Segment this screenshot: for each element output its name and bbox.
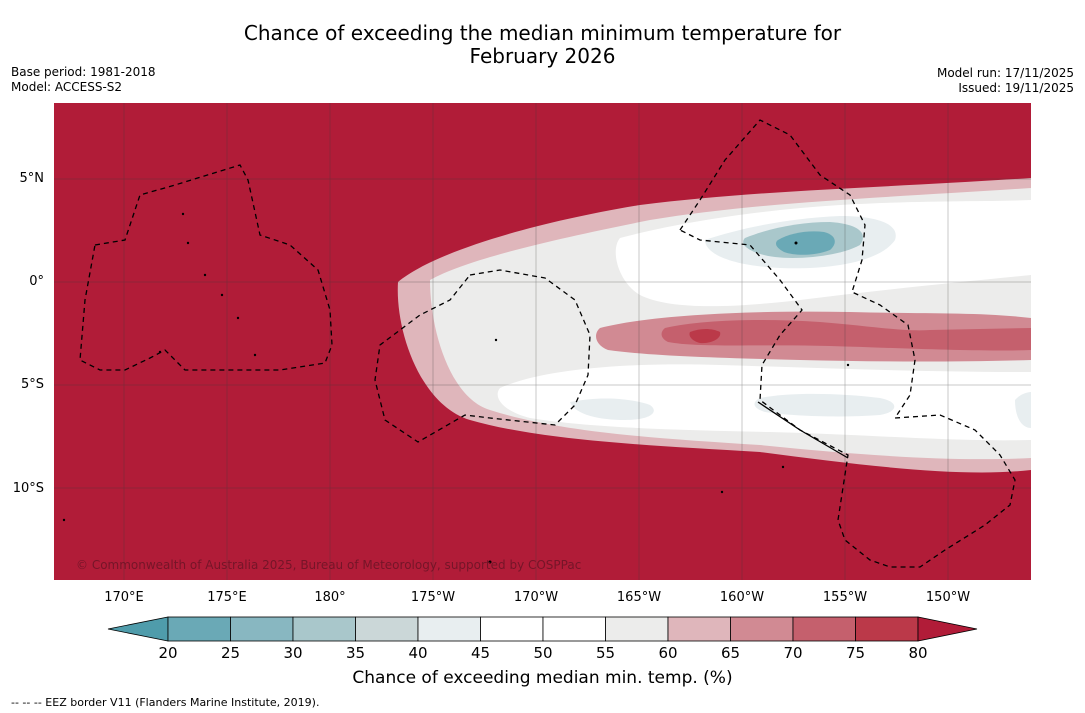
issued-date: Issued: 19/11/2025 xyxy=(958,81,1074,95)
base-period: Base period: 1981-2018 xyxy=(11,65,156,79)
meta-right: Model run: 17/11/2025 Issued: 19/11/2025 xyxy=(937,66,1074,96)
colorbar-segment xyxy=(355,616,419,642)
island-dot xyxy=(220,293,224,297)
model-run: Model run: 17/11/2025 xyxy=(936,66,1074,80)
colorbar-tick-50: 50 xyxy=(533,644,553,662)
island-dot xyxy=(186,241,190,245)
lon-label-175w: 175°W xyxy=(410,590,456,605)
contour-40-far-east xyxy=(1015,392,1031,428)
contour-40-south xyxy=(570,398,654,420)
lat-label-10s: 10°S xyxy=(12,481,44,496)
colorbar-tick-70: 70 xyxy=(783,644,803,662)
lon-label-155w: 155°W xyxy=(822,590,868,605)
lat-label-5n: 5°N xyxy=(19,171,45,186)
colorbar-tick-45: 45 xyxy=(470,644,491,662)
colorbar-extend-low xyxy=(107,616,169,642)
lat-label-0: 0° xyxy=(29,274,44,289)
lon-label-150w: 150°W xyxy=(925,590,971,605)
colorbar-tick-80: 80 xyxy=(908,644,928,662)
lon-label-160w: 160°W xyxy=(719,590,765,605)
islands xyxy=(62,212,850,564)
eez-border-tuvalu xyxy=(79,164,333,371)
island-dot xyxy=(203,273,207,277)
colorbar-segment xyxy=(480,616,544,642)
island-dot xyxy=(488,560,492,564)
island-dot xyxy=(720,490,724,494)
eez-border-tokelau xyxy=(374,269,591,443)
colorbar-segment xyxy=(667,616,731,642)
contour-25-north xyxy=(776,231,835,255)
grid-lines xyxy=(54,103,1031,580)
colorbar-segment xyxy=(542,616,606,642)
colorbar-tick-25: 25 xyxy=(220,644,241,662)
title-line-2: February 2026 xyxy=(469,44,616,68)
contour-75-south xyxy=(661,320,1031,351)
island-dot xyxy=(794,241,798,245)
colorbar-extend-high xyxy=(917,616,978,642)
island-dot xyxy=(781,465,785,469)
island-dot xyxy=(494,338,498,342)
lon-label-175e: 175°E xyxy=(207,590,247,605)
eez-borders xyxy=(79,119,1016,568)
meta-left: Base period: 1981-2018 Model: ACCESS-S2 xyxy=(11,65,156,95)
colorbar-tick-65: 65 xyxy=(720,644,741,662)
colorbar-segment xyxy=(230,616,294,642)
eez-boundary-solid-line xyxy=(757,401,849,459)
heatmap-field xyxy=(397,178,1032,473)
lon-label-165w: 165°W xyxy=(616,590,662,605)
lon-label-180: 180° xyxy=(314,590,346,605)
island-dot xyxy=(253,353,257,357)
colorbar-tick-30: 30 xyxy=(283,644,303,662)
colorbar-tick-60: 60 xyxy=(658,644,678,662)
colorbar-segment xyxy=(605,616,669,642)
colorbar-segment xyxy=(730,616,794,642)
title-line-1: Chance of exceeding the median minimum t… xyxy=(243,21,842,45)
island-dot xyxy=(236,316,240,320)
colorbar-tick-20: 20 xyxy=(158,644,178,662)
contour-40-south-east xyxy=(754,393,895,417)
island-dot xyxy=(62,518,66,522)
colorbar-segments xyxy=(107,616,978,642)
eez-legend-note: -- -- -- EEZ border V11 (Flanders Marine… xyxy=(11,696,320,709)
colorbar-segment xyxy=(417,616,481,642)
lon-label-170e: 170°E xyxy=(104,590,144,605)
colorbar-tick-40: 40 xyxy=(408,644,428,662)
colorbar-tick-55: 55 xyxy=(595,644,616,662)
contour-80-south xyxy=(689,329,721,344)
copyright-notice: © Commonwealth of Australia 2025, Bureau… xyxy=(76,558,582,572)
island-dot xyxy=(181,212,185,216)
colorbar-segment xyxy=(292,616,356,642)
colorbar-tick-35: 35 xyxy=(345,644,366,662)
model-name: Model: ACCESS-S2 xyxy=(11,80,123,94)
colorbar-segment xyxy=(792,616,856,642)
island-dot xyxy=(846,363,850,367)
colorbar-segment xyxy=(167,616,231,642)
colorbar-segment xyxy=(855,616,919,642)
colorbar-title: Chance of exceeding median min. temp. (%… xyxy=(352,668,733,688)
colorbar-tick-75: 75 xyxy=(845,644,866,662)
lat-label-5s: 5°S xyxy=(20,377,44,392)
eez-border-line-islands xyxy=(679,119,1016,568)
island-dot xyxy=(158,350,162,354)
lon-label-170w: 170°W xyxy=(513,590,559,605)
chart-title: Chance of exceeding the median minimum t… xyxy=(0,22,1085,68)
